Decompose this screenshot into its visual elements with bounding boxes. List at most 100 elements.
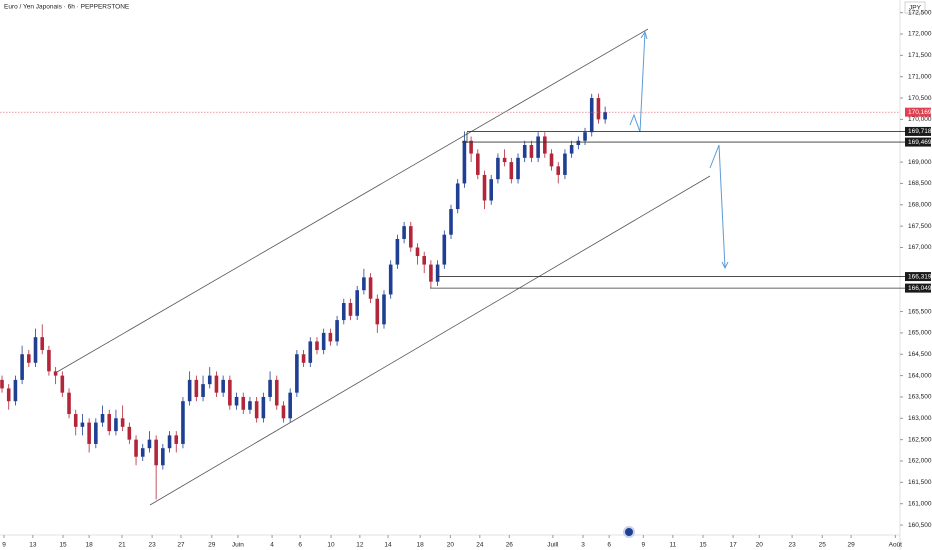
- x-tick-label: Juill: [547, 542, 559, 549]
- candle-body: [161, 448, 165, 466]
- candle-body: [449, 209, 453, 235]
- candle-body: [53, 371, 58, 376]
- candle-body: [476, 153, 480, 175]
- candle-body: [603, 112, 607, 120]
- candle-body: [301, 354, 306, 363]
- x-tick-label: 10: [327, 542, 335, 549]
- x-tick-label: 15: [59, 542, 67, 549]
- candle-body: [388, 264, 393, 295]
- x-tick-label: 9: [642, 542, 646, 549]
- candle-body: [288, 392, 292, 419]
- candle-body: [576, 140, 581, 146]
- candle-body: [543, 136, 547, 154]
- candle-body: [214, 375, 219, 393]
- candle-body: [589, 98, 594, 133]
- x-tick-label: 27: [177, 542, 185, 549]
- candle-body: [201, 384, 205, 397]
- chart-title: Euro / Yen Japonais · 6h · PEPPERSTONE: [4, 4, 130, 11]
- projection-arrow: [629, 31, 646, 133]
- candle-body: [114, 418, 118, 432]
- x-tick-label: 25: [819, 542, 827, 549]
- x-tick-label: 11: [669, 542, 676, 549]
- last-price-box: [905, 107, 931, 117]
- y-tick-label: 171,000: [908, 73, 932, 80]
- channel-upper: [56, 28, 649, 373]
- projection-arrow: [709, 144, 726, 269]
- x-tick-label: 26: [506, 542, 514, 549]
- candle-body: [402, 226, 406, 239]
- x-tick-label: 23: [149, 542, 157, 549]
- candle-body: [295, 354, 299, 393]
- last-price-label: 170,169: [908, 109, 932, 116]
- candle-body: [27, 354, 31, 363]
- x-tick-label: 18: [86, 542, 94, 549]
- candle-body: [382, 294, 386, 325]
- y-tick-label: 170,500: [908, 95, 932, 102]
- candle-body: [241, 396, 246, 410]
- arrow-head: [721, 261, 729, 270]
- candle-body: [482, 174, 487, 201]
- candle-body: [134, 439, 138, 457]
- arrow-head: [640, 30, 648, 40]
- candle-body: [368, 277, 373, 299]
- candle-body: [496, 157, 500, 180]
- candle-body: [181, 401, 185, 444]
- level-box: [905, 283, 931, 293]
- x-tick-label: 17: [730, 542, 738, 549]
- y-tick-label: 161,500: [908, 479, 932, 486]
- candle-body: [408, 226, 413, 248]
- candle-body: [33, 337, 38, 363]
- y-tick-label: 172,500: [908, 9, 932, 16]
- x-tick-label: 18: [417, 542, 425, 549]
- candle-body: [207, 375, 212, 385]
- candle-body: [221, 379, 225, 393]
- y-tick-label: 168,500: [908, 180, 932, 187]
- x-tick-label: 23: [788, 542, 796, 549]
- candle-body: [194, 379, 199, 397]
- candle-body: [308, 341, 313, 363]
- x-tick-label: 14: [384, 542, 392, 549]
- candle-body: [154, 439, 158, 466]
- y-tick-label: 169,000: [908, 159, 932, 166]
- y-tick-label: 162,500: [908, 436, 932, 443]
- level-box: [905, 126, 931, 136]
- candle-body: [469, 140, 473, 154]
- candle-body: [462, 140, 467, 184]
- x-tick-label: 6: [607, 542, 611, 549]
- candle-body: [228, 379, 232, 406]
- x-tick-label: 4: [270, 542, 274, 549]
- channel-lower: [149, 175, 711, 506]
- level-box: [905, 137, 931, 147]
- candle-body: [315, 341, 319, 350]
- candle-body: [120, 418, 125, 427]
- x-tick-label: 15: [699, 542, 707, 549]
- candle-body: [362, 277, 366, 291]
- candle-body: [73, 414, 78, 427]
- x-tick-label: Août: [889, 542, 903, 549]
- candle-body: [254, 401, 259, 419]
- candle-body: [40, 337, 45, 350]
- candle-body: [489, 179, 494, 201]
- y-tick-label: 170,000: [908, 116, 932, 123]
- candle-body: [0, 379, 4, 389]
- x-tick-label: 9: [2, 542, 6, 549]
- y-tick-label: 162,000: [908, 458, 932, 465]
- candle-body: [100, 414, 105, 423]
- x-tick-label: 21: [118, 542, 126, 549]
- candle-body: [80, 422, 85, 427]
- currency-box: [904, 1, 926, 14]
- candle-body: [596, 98, 601, 120]
- y-tick-label: 163,000: [908, 415, 932, 422]
- level-box: [905, 272, 931, 282]
- candle-body: [321, 332, 326, 350]
- candle-body: [348, 303, 353, 316]
- candle-body: [435, 264, 440, 282]
- candle-body: [47, 349, 51, 372]
- level-label: 169,718: [908, 128, 932, 135]
- candle-body: [274, 379, 279, 406]
- y-tick-label: 163,500: [908, 394, 932, 401]
- logo: [623, 526, 635, 538]
- candle-body: [341, 303, 346, 321]
- candle-body: [422, 256, 426, 265]
